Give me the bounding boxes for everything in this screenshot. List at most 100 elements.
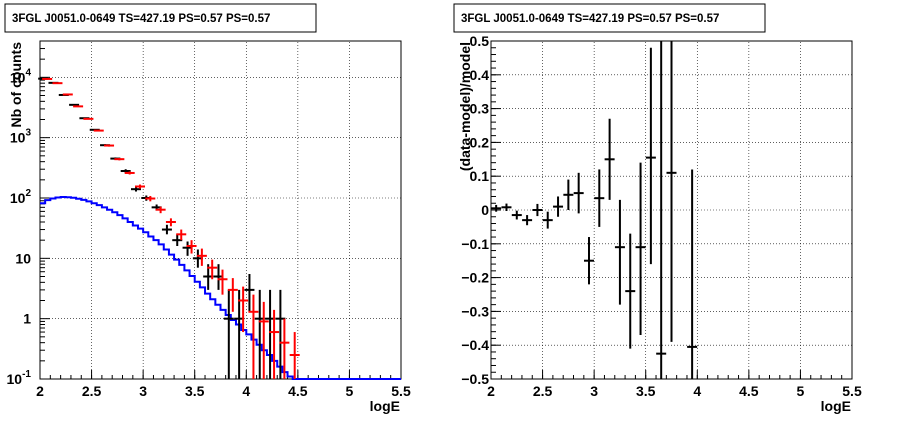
model-point: [93, 129, 104, 132]
model-point: [279, 318, 290, 379]
left-x-tick-labels: 2 2.5 3 3.5 4 4.5 5 5.5: [36, 383, 411, 399]
y-tick-base: 1: [23, 311, 31, 327]
right-title: 3FGL J0051.0-0649 TS=427.19 PS=0.57 PS=0…: [461, 13, 719, 25]
left-frame: [39, 40, 402, 380]
y-tick-label: 103: [10, 128, 32, 146]
residual-point: [511, 210, 522, 220]
x-tick-label: 5: [797, 383, 805, 399]
model-point: [52, 82, 63, 85]
y-tick-label: 104: [10, 67, 32, 85]
y-tick-exponent: 2: [25, 188, 31, 199]
model-point: [227, 278, 238, 312]
model-point: [176, 229, 187, 241]
data-point: [161, 224, 172, 235]
y-tick-label: 0.1: [470, 168, 490, 184]
x-tick-label: 4: [242, 383, 250, 399]
x-tick-label: 3: [139, 383, 147, 399]
right-x-axis-label: logE: [821, 398, 851, 414]
residual-point: [501, 203, 512, 212]
left-title-box: [4, 3, 317, 33]
data-point: [223, 289, 234, 379]
y-tick-label: 0.4: [470, 67, 490, 83]
model-point: [186, 240, 197, 254]
y-tick-label: −0.2: [461, 270, 489, 286]
x-tick-label: 2.5: [533, 383, 553, 399]
y-tick-label: 0.3: [470, 101, 490, 117]
y-tick-label: 0.5: [470, 33, 490, 49]
left-plot-area: [38, 77, 401, 380]
model-point: [248, 294, 259, 379]
model-point: [42, 77, 53, 80]
residual-point: [532, 203, 543, 217]
residual-point: [635, 162, 646, 336]
right-y-axis-label: (data-model)/model: [457, 42, 473, 171]
y-tick-base: 10: [10, 69, 26, 85]
model-point: [124, 171, 135, 175]
model-point: [134, 184, 145, 189]
model-point: [258, 301, 269, 379]
right-panel: 3FGL J0051.0-0649 TS=427.19 PS=0.57 PS=0…: [453, 3, 862, 414]
residual-point: [563, 179, 574, 210]
y-tick-exponent: 4: [25, 67, 31, 78]
y-tick-base: 10: [7, 371, 23, 387]
y-tick-label: 1: [23, 311, 31, 327]
y-tick-exponent: 3: [25, 128, 31, 139]
y-tick-label: 0.2: [470, 134, 490, 150]
y-tick-label: −0.1: [461, 236, 489, 252]
y-tick-base: 10: [10, 130, 26, 146]
y-tick-label: 0: [481, 202, 489, 218]
left-y-axis-label: Nb of counts: [8, 42, 24, 128]
y-tick-label: 10: [15, 250, 31, 266]
model-point: [114, 158, 125, 161]
y-tick-label: −0.4: [461, 337, 489, 353]
x-tick-label: 2: [487, 383, 495, 399]
model-point: [289, 332, 300, 379]
left-panel: 3FGL J0051.0-0649 TS=427.19 PS=0.57 PS=0…: [4, 3, 411, 414]
x-tick-label: 3: [590, 383, 598, 399]
model-point: [104, 144, 115, 147]
right-title-box: [453, 3, 766, 33]
model-point: [196, 248, 207, 266]
model-point: [73, 105, 84, 108]
y-tick-base: 10: [10, 190, 26, 206]
residual-point: [542, 211, 553, 229]
residual-point: [522, 215, 533, 226]
residual-point: [625, 233, 636, 349]
x-tick-label: 4: [693, 383, 701, 399]
left-grid: [40, 41, 401, 379]
residual-point: [594, 169, 605, 227]
model-point: [83, 117, 94, 120]
data-point: [130, 187, 141, 192]
y-tick-label: 10-1: [7, 369, 32, 387]
model-point: [165, 218, 176, 227]
x-tick-label: 2.5: [82, 383, 102, 399]
x-tick-label: 4.5: [739, 383, 759, 399]
model-point: [269, 309, 280, 379]
x-tick-label: 5.5: [842, 383, 862, 399]
y-tick-label: −0.5: [461, 371, 489, 387]
residual-point: [604, 118, 615, 200]
y-tick-label: −0.3: [461, 303, 489, 319]
right-ticks: [490, 40, 853, 380]
left-ticks: [39, 48, 402, 380]
model-point: [155, 206, 166, 214]
residual-point: [553, 196, 564, 217]
model-point: [62, 93, 73, 96]
residual-point: [687, 169, 698, 379]
model-point: [145, 195, 156, 202]
y-tick-base: 10: [15, 250, 31, 266]
residual-point: [645, 47, 656, 265]
x-tick-label: 2: [36, 383, 44, 399]
left-title: 3FGL J0051.0-0649 TS=427.19 PS=0.57 PS=0…: [12, 13, 270, 25]
x-tick-label: 3.5: [636, 383, 656, 399]
x-tick-label: 5.5: [391, 383, 411, 399]
residual-point: [666, 41, 677, 342]
left-x-axis-label: logE: [370, 398, 400, 414]
right-x-tick-labels: 2 2.5 3 3.5 4 4.5 5 5.5: [487, 383, 862, 399]
right-plot-area: [491, 41, 698, 379]
residual-point: [614, 199, 625, 305]
model-point: [217, 269, 228, 295]
y-tick-label: 102: [10, 188, 32, 206]
model-step-line: [40, 195, 401, 380]
model-point: [238, 286, 249, 333]
